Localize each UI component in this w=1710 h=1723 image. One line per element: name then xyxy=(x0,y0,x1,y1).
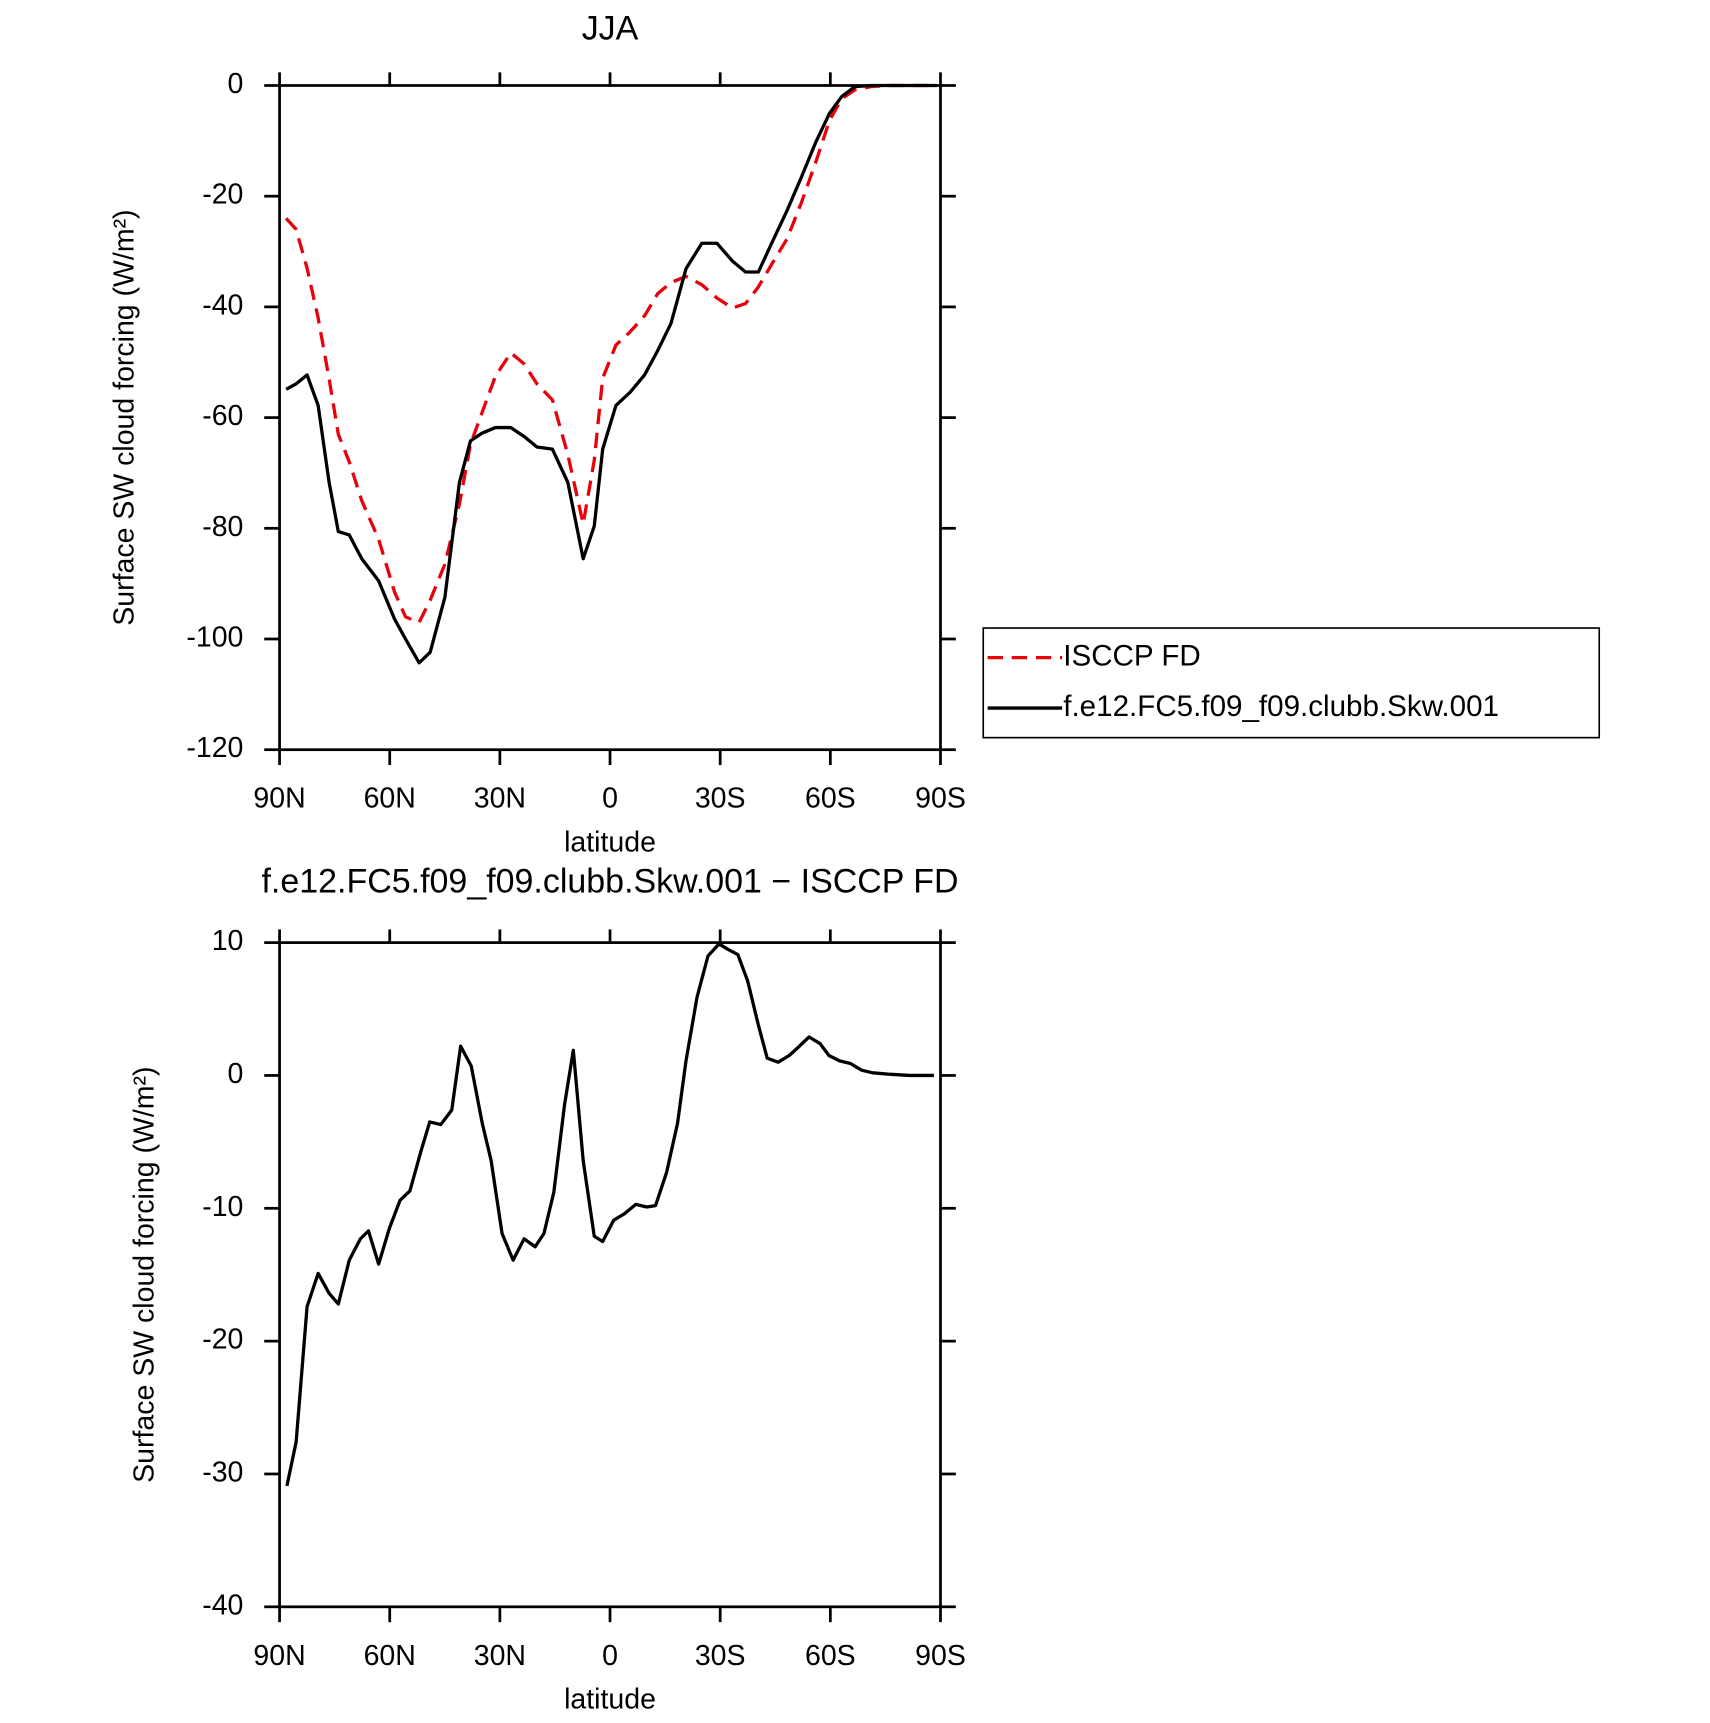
x-tick-label: 0 xyxy=(602,1640,618,1672)
y-axis-label: Surface SW cloud forcing (W/m²) xyxy=(128,1067,160,1483)
y-tick-label: -120 xyxy=(186,732,243,764)
x-tick-label: 0 xyxy=(602,783,618,815)
x-tick-label: 30S xyxy=(695,1640,746,1672)
x-tick-label: 30N xyxy=(474,1640,526,1672)
x-tick-label: 60N xyxy=(364,1640,416,1672)
x-axis-label: latitude xyxy=(564,826,656,858)
y-tick-label: -80 xyxy=(202,511,243,543)
y-tick-label: -40 xyxy=(202,1589,243,1621)
data-line xyxy=(285,942,934,1487)
x-tick-label: 90S xyxy=(915,783,966,815)
x-tick-label: 90N xyxy=(253,1640,305,1672)
y-tick-label: -30 xyxy=(202,1457,243,1489)
plot-frame xyxy=(278,84,942,752)
x-tick-label: 60S xyxy=(805,783,856,815)
y-axis-label: Surface SW cloud forcing (W/m²) xyxy=(109,209,141,625)
y-tick-label: -60 xyxy=(202,400,243,432)
y-tick-label: -100 xyxy=(186,622,243,654)
legend-box xyxy=(982,627,1601,739)
chart-title: f.e12.FC5.f09_f09.clubb.Skw.001 − ISCCP … xyxy=(262,862,959,900)
x-tick-label: 90N xyxy=(253,783,305,815)
x-tick-label: 30N xyxy=(474,783,526,815)
x-tick-label: 60S xyxy=(805,1640,856,1672)
x-tick-label: 90S xyxy=(915,1640,966,1672)
y-tick-label: 0 xyxy=(228,68,244,100)
legend-label: ISCCP FD xyxy=(1063,639,1201,672)
x-tick-label: 30S xyxy=(695,783,746,815)
data-line xyxy=(285,83,937,665)
chart-title: JJA xyxy=(582,10,639,48)
x-axis-label: latitude xyxy=(564,1684,656,1716)
legend-label: f.e12.FC5.f09_f09.clubb.Skw.001 xyxy=(1063,690,1499,723)
y-tick-label: 10 xyxy=(212,925,244,957)
data-line xyxy=(284,83,937,625)
plot-frame xyxy=(278,941,942,1609)
x-tick-label: 60N xyxy=(364,783,416,815)
y-tick-label: -20 xyxy=(202,179,243,211)
y-tick-label: -20 xyxy=(202,1324,243,1356)
y-tick-label: 0 xyxy=(228,1058,244,1090)
y-tick-label: -40 xyxy=(202,289,243,321)
y-tick-label: -10 xyxy=(202,1191,243,1223)
